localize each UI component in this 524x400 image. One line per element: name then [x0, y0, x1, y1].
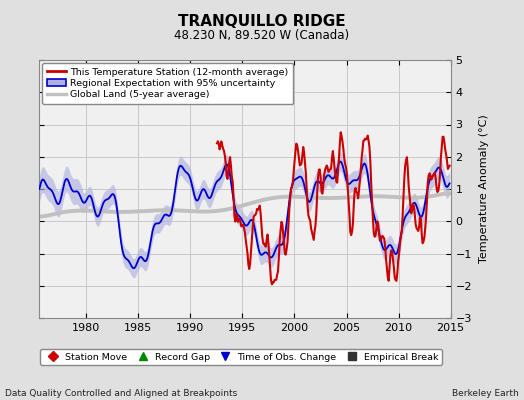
Text: 48.230 N, 89.520 W (Canada): 48.230 N, 89.520 W (Canada)	[174, 29, 350, 42]
Legend: Station Move, Record Gap, Time of Obs. Change, Empirical Break: Station Move, Record Gap, Time of Obs. C…	[40, 349, 442, 365]
Y-axis label: Temperature Anomaly (°C): Temperature Anomaly (°C)	[479, 115, 489, 263]
Text: Data Quality Controlled and Aligned at Breakpoints: Data Quality Controlled and Aligned at B…	[5, 389, 237, 398]
Text: TRANQUILLO RIDGE: TRANQUILLO RIDGE	[178, 14, 346, 29]
Text: Berkeley Earth: Berkeley Earth	[452, 389, 519, 398]
Legend: This Temperature Station (12-month average), Regional Expectation with 95% uncer: This Temperature Station (12-month avera…	[42, 63, 293, 104]
